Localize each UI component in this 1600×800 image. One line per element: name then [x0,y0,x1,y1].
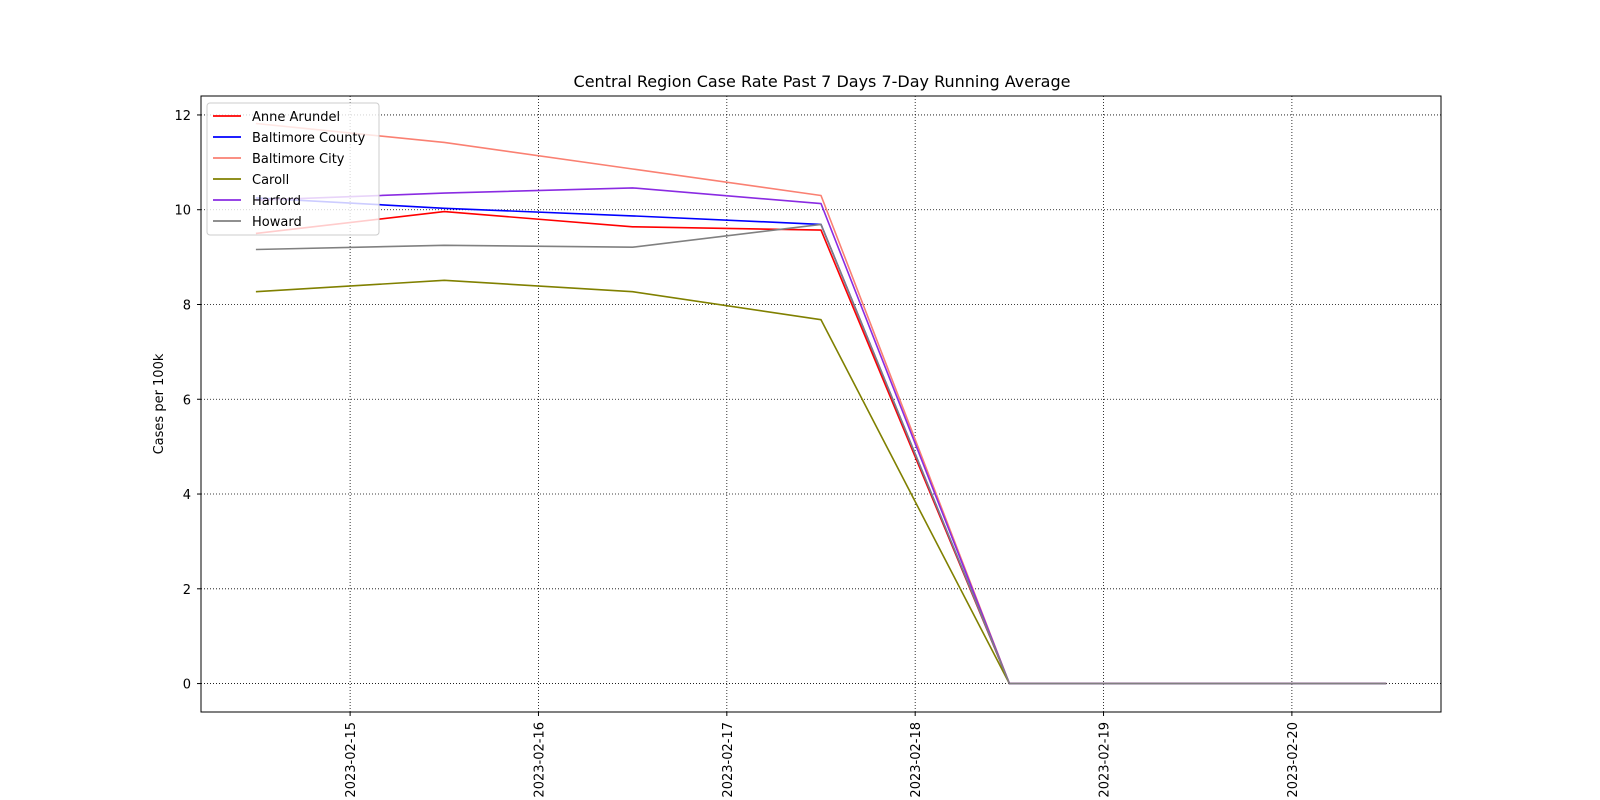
series-lines [255,122,1387,685]
legend-label: Caroll [252,173,289,188]
x-axis-ticks: 2023-02-15 2023-02-16 2023-02-17 2023-02-18… [344,712,1301,798]
legend-box [206,102,380,236]
legend-label: Howard [252,215,302,230]
plot-area-frame [200,95,1442,713]
y-tick-label: 0 [183,678,191,693]
x-tick-label: 2023-02-16 [532,722,547,798]
grid-lines [201,96,1441,712]
y-tick-label: 8 [183,298,191,313]
legend-label: Baltimore County [252,131,366,146]
x-tick-label: 2023-02-20 [1286,722,1301,798]
x-tick-label: 2023-02-18 [909,722,924,798]
y-axis-ticks: 0 2 4 6 8 10 12 [174,109,201,693]
series-line-caroll [255,279,1387,685]
series-line-anne-arundel [255,210,1387,685]
y-tick-label: 2 [183,583,191,598]
x-tick-label: 2023-02-15 [344,722,359,798]
y-tick-label: 6 [183,393,191,408]
legend-label: Harford [252,194,301,209]
series-line-howard [255,223,1387,685]
y-tick-label: 12 [174,109,191,124]
legend: Anne Arundel Baltimore County Baltimore Ci… [206,102,380,236]
y-tick-label: 10 [174,204,191,219]
series-line-baltimore-county [255,197,1387,685]
series-line-harford [255,187,1387,685]
y-tick-label: 4 [183,488,191,503]
chart-title: Central Region Case Rate Past 7 Days 7-D… [574,72,1071,91]
legend-label: Baltimore City [252,152,345,167]
y-axis-label: Cases per 100k [152,353,167,454]
legend-label: Anne Arundel [252,110,340,125]
x-tick-label: 2023-02-17 [721,722,736,798]
x-tick-label: 2023-02-19 [1098,722,1113,798]
